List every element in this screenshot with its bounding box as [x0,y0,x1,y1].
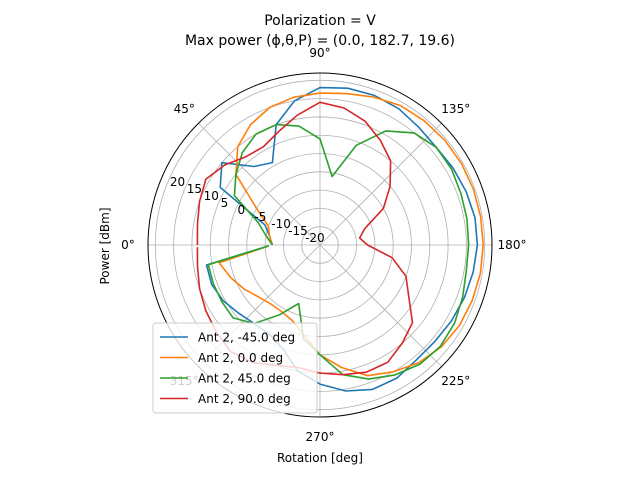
angle-tick-label: 180° [498,238,527,252]
legend-label-2: Ant 2, 0.0 deg [198,351,283,365]
series-line-3 [207,123,470,380]
radial-tick-label: 20 [170,175,185,189]
legend: Ant 2, -45.0 deg Ant 2, 0.0 deg Ant 2, 45.… [152,322,318,414]
radial-tick-label: 15 [187,182,202,196]
radial-tick-label: -15 [288,224,308,238]
legend-label-1: Ant 2, -45.0 deg [198,331,295,345]
chart-title-line-2: Max power (ϕ,θ,P) = (0.0, 182.7, 19.6) [185,33,455,49]
angular-gridline [319,123,442,246]
angle-tick-label: 0° [121,238,135,252]
legend-frame [152,322,318,414]
angular-gridline [319,244,442,367]
radial-tick-label: -20 [305,231,325,245]
angle-tick-label: 45° [174,102,195,116]
radial-tick-label: 0 [237,203,245,217]
legend-label-4: Ant 2, 90.0 deg [198,392,291,406]
angle-tick-label: 135° [441,102,470,116]
radial-tick-label: -5 [254,210,266,224]
y-axis-label: Power [dBm] [98,208,112,285]
chart-title-line-1: Polarization = V [264,13,376,29]
x-axis-label: Rotation [deg] [277,451,363,465]
angle-tick-label: 270° [306,430,335,444]
series-line-2 [218,92,484,377]
polar-outer-spine [147,72,493,418]
radial-tick-label: 10 [204,189,219,203]
polar-grid [147,72,493,418]
angular-gridline [198,123,321,246]
radial-tick-label: -10 [271,217,291,231]
angle-tick-label: 90° [309,46,330,60]
legend-label-3: Ant 2, 45.0 deg [198,372,291,386]
radial-tick-label: 5 [221,196,229,210]
angle-tick-label: 225° [441,374,470,388]
legend-entries: Ant 2, -45.0 deg Ant 2, 0.0 deg Ant 2, 45.… [160,331,295,406]
